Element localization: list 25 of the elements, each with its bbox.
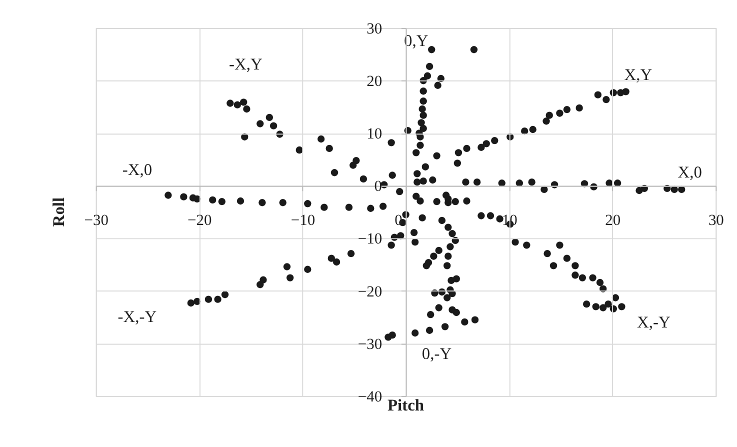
- x-tick-label: 20: [605, 212, 621, 229]
- annotation: X,Y: [624, 65, 652, 84]
- y-tick-label: −20: [358, 283, 382, 300]
- y-tick-label: −30: [358, 336, 382, 353]
- y-tick-label: 0: [374, 178, 382, 196]
- annotation: X,0: [678, 162, 702, 182]
- y-tick-label: 30: [366, 20, 382, 38]
- x-tick-label: −20: [188, 212, 212, 229]
- y-tick-label: 10: [366, 126, 382, 143]
- x-axis-title: Pitch: [388, 396, 424, 415]
- annotation: -X,Y: [228, 54, 262, 74]
- x-tick-label: 0: [394, 212, 403, 229]
- x-tick-label: −10: [290, 212, 316, 229]
- annotation: X,-Y: [637, 312, 671, 332]
- annotation: -X,-Y: [118, 307, 157, 326]
- x-tick-label: 10: [502, 212, 518, 229]
- annotation: -X,0: [122, 160, 152, 179]
- x-tick-label: −30: [84, 212, 109, 229]
- annotation: 0,-Y: [422, 344, 452, 363]
- y-tick-label: −40: [358, 388, 382, 406]
- x-tick-label: 30: [708, 212, 724, 229]
- y-tick-label: −10: [358, 230, 382, 248]
- y-tick-label: 20: [366, 72, 382, 90]
- y-axis-title: Roll: [48, 197, 68, 227]
- annotation: 0,Y: [404, 31, 428, 50]
